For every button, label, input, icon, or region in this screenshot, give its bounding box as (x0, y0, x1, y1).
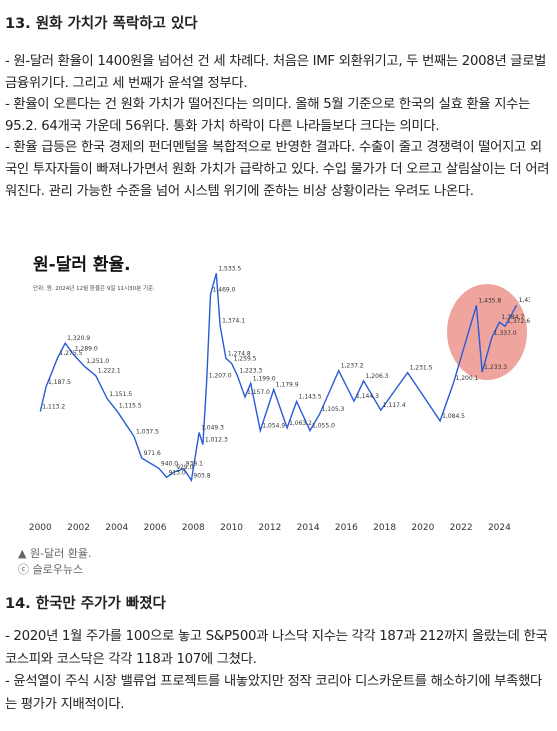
data-label: 1,105.3 (322, 406, 345, 413)
data-label: 903.8 (193, 472, 210, 479)
data-label: 1,206.3 (366, 373, 389, 380)
data-label: 971.6 (144, 450, 161, 457)
credit: ⓒ 슬로우뉴스 (18, 563, 84, 576)
chart: 원-달러 환율. 단위: 원. 2024년 12월 환율은 9일 11시30분 … (25, 240, 530, 535)
chart-background (25, 240, 530, 535)
data-label: 1,435.8 (478, 297, 501, 304)
data-label: 1,187.5 (48, 379, 71, 386)
data-label: 913.0 (169, 469, 186, 476)
data-label: 1,275.5 (60, 350, 83, 357)
heading: 14. 한국만 주가가 빠졌다 (5, 596, 166, 612)
data-label: 1,151.5 (109, 391, 132, 398)
data-label: 1,143.5 (299, 394, 322, 401)
chart-title: 원-달러 환율. (33, 254, 131, 275)
data-label: 1,012.3 (205, 437, 228, 444)
data-label: 1,533.5 (218, 265, 241, 272)
data-label: 1,049.3 (201, 424, 224, 431)
data-label: 1,157.0 (247, 389, 270, 396)
data-label: 1,113.2 (42, 403, 65, 410)
x-tick-label: 2010 (220, 523, 243, 533)
x-tick-label: 2008 (182, 523, 205, 533)
data-label: 1,274.8 (228, 350, 251, 357)
x-tick-label: 2016 (335, 523, 358, 533)
data-label: 1,237.2 (341, 363, 364, 370)
caption: ▲ 원-달러 환율. (18, 547, 92, 560)
data-label: 1,320.9 (67, 335, 90, 342)
x-tick-label: 2000 (29, 523, 52, 533)
data-label: 939.1 (186, 461, 203, 468)
data-label: 1,251.0 (86, 358, 109, 365)
data-label: 1,084.5 (442, 413, 465, 420)
data-label: 1,144.3 (356, 393, 379, 400)
x-tick-label: 2012 (258, 523, 281, 533)
data-label: 929.0 (176, 464, 193, 471)
data-label: 1,223.3 (239, 367, 262, 374)
chart-subtitle: 단위: 원. 2024년 12월 환율은 9일 11시30분 기준. (33, 284, 155, 292)
data-label: 1,374.1 (222, 318, 245, 325)
data-label: 1,337.0 (494, 330, 517, 337)
data-label: 1,233.3 (484, 364, 507, 371)
data-label: 1,200.1 (455, 375, 478, 382)
data-label: 1,063.2 (289, 420, 312, 427)
data-label: 1,037.5 (136, 428, 159, 435)
data-label: 1,222.1 (98, 368, 121, 375)
data-label: 1,054.9 (262, 423, 285, 430)
data-label: 1,231.5 (410, 365, 433, 372)
x-tick-label: 2014 (297, 523, 320, 533)
data-label: 1,055.0 (312, 423, 335, 430)
data-label: 1,199.0 (253, 375, 276, 382)
data-label: 1,384.7 (501, 314, 524, 321)
section-body: - 2020년 1월 주가를 100으로 놓고 S&P500과 나스닥 지수는 … (5, 626, 553, 716)
x-tick-label: 2018 (373, 523, 396, 533)
x-tick-label: 2006 (144, 523, 167, 533)
x-tick-label: 2022 (450, 523, 473, 533)
data-label: 1,207.0 (209, 373, 232, 380)
x-tick-label: 2024 (488, 523, 511, 533)
x-tick-label: 2002 (67, 523, 90, 533)
data-label: 1,436.5 (519, 297, 530, 304)
data-label: 1,469.0 (213, 286, 236, 293)
section-body: - 원-달러 환율이 1400원을 넘어선 건 세 차례다. 처음은 IMF 외… (5, 51, 553, 202)
data-label: 1,259.5 (234, 355, 257, 362)
heading: 13. 원화 가치가 폭락하고 있다 (5, 16, 198, 32)
data-label: 1,179.9 (276, 382, 299, 389)
series-line (39, 273, 518, 483)
data-label: 1,115.5 (119, 403, 142, 410)
paragraph: - 2020년 1월 주가를 100으로 놓고 S&P500과 나스닥 지수는 … (5, 629, 548, 667)
x-tick-label: 2020 (411, 523, 434, 533)
data-label: 940.0 (161, 460, 178, 467)
highlight-circle (447, 284, 527, 380)
data-label: 1,372.6 (507, 318, 530, 325)
paragraph: - 윤석열이 주식 시장 밸류업 프로젝트를 내놓았지만 정작 코리아 디스카운… (5, 674, 542, 712)
paragraph: - 환율 급등은 한국 경제의 펀더멘털을 복합적으로 반영한 결과다. 수출이… (5, 140, 550, 199)
paragraph: - 환율이 오른다는 건 원화 가치가 떨어진다는 의미다. 올해 5월 기준으… (5, 97, 531, 134)
data-label: 1,117.4 (383, 402, 406, 409)
x-tick-label: 2004 (105, 523, 128, 533)
paragraph: - 원-달러 환율이 1400원을 넘어선 건 세 차례다. 처음은 IMF 외… (5, 54, 547, 91)
data-label: 1,289.0 (75, 346, 98, 353)
